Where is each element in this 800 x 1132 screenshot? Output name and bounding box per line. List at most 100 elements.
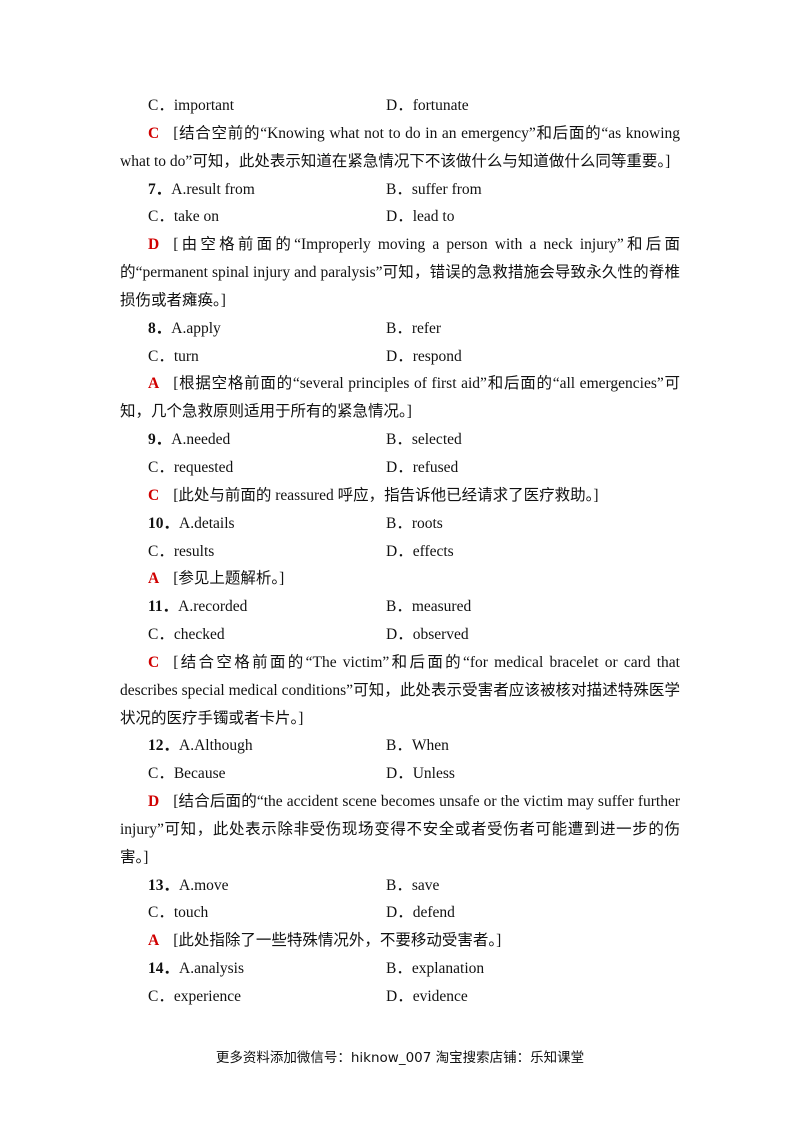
option-text: A.details (179, 514, 235, 532)
option-text: A.apply (171, 319, 221, 337)
question-number: 7． (148, 180, 172, 198)
option: B．selected (386, 431, 462, 449)
option: C．requested (148, 454, 233, 482)
answer-letter: D (148, 793, 160, 811)
option: C．Because (148, 760, 225, 788)
option-text: C．touch (148, 904, 209, 922)
option: 9．A.needed (148, 426, 230, 454)
explanation: A [根据空格前面的“several principles of first ai… (120, 370, 680, 426)
explanation: C [此处与前面的 reassured 呼应，指告诉他已经请求了医疗救助。] (120, 482, 680, 510)
answer-letter: C (148, 486, 160, 504)
option-text: A.result from (171, 180, 255, 198)
question-number: 11． (148, 598, 179, 616)
option-row: 7．A.result from B．suffer from (120, 176, 680, 204)
question-number: 10． (148, 514, 180, 532)
explanation: A [参见上题解析。] (120, 565, 680, 593)
option: 8．A.apply (148, 315, 221, 343)
answer-letter: D (148, 236, 160, 254)
option: B．suffer from (386, 180, 482, 198)
question-number: 12． (148, 737, 180, 755)
option-row: C．checked D．observed (120, 621, 680, 649)
explanation: C [结合空前的“Knowing what not to do in an eme… (120, 120, 680, 176)
option-row: 11．A.recorded B．measured (120, 593, 680, 621)
option: D．refused (386, 458, 459, 476)
option-row: 8．A.apply B．refer (120, 315, 680, 343)
explanation: C [结合空格前面的“The victim”和后面的“for medical br… (120, 649, 680, 733)
option: D．respond (386, 347, 462, 365)
option: 14．A.analysis (148, 955, 244, 983)
option: B．measured (386, 598, 472, 616)
option: D．lead to (386, 208, 455, 226)
option-text: A.analysis (179, 960, 245, 978)
footer: 更多资料添加微信号：hiknow_007 淘宝搜索店铺：乐知课堂 (215, 1050, 585, 1066)
option: B．roots (386, 514, 443, 532)
option: 11．A.recorded (148, 593, 247, 621)
option: B．explanation (386, 960, 485, 978)
option-row: 10．A.details B．roots (120, 510, 680, 538)
option-row: C．touch D．defend (120, 899, 680, 927)
explanation-text: [由空格前面的“Improperly moving a person with … (120, 236, 680, 309)
option: C．important (148, 92, 234, 120)
option: D．observed (386, 626, 469, 644)
option-row: 14．A.analysis B．explanation (120, 955, 680, 983)
question-number: 13． (148, 876, 180, 894)
explanation-text: [结合空格前面的“The victim”和后面的“for medical bra… (120, 653, 680, 727)
option-text: A.recorded (178, 598, 248, 616)
option: C．experience (148, 983, 241, 1011)
option-row: 12．A.Although B．When (120, 732, 680, 760)
option: B．refer (386, 319, 442, 337)
option-text: A.move (179, 876, 229, 894)
option-row: C．Because D．Unless (120, 760, 680, 788)
option-row: C．results D．effects (120, 538, 680, 566)
option-text: C．take on (148, 208, 220, 226)
option-text: C．checked (148, 626, 225, 644)
option-row: C．important D．fortunate (120, 92, 680, 120)
answer-letter: A (148, 932, 160, 950)
answer-letter: A (148, 570, 160, 588)
option: 7．A.result from (148, 176, 255, 204)
question-number: 9． (148, 431, 172, 449)
option: D．evidence (386, 988, 468, 1005)
explanation-text: [根据空格前面的“several principles of first aid… (120, 375, 680, 421)
option: D．fortunate (386, 97, 469, 114)
option-row: C．requested D．refused (120, 454, 680, 482)
option-text: C．requested (148, 458, 234, 476)
option-row: 13．A.move B．save (120, 872, 680, 900)
option: C．turn (148, 343, 199, 371)
option-text: A.needed (171, 431, 231, 449)
option: B．When (386, 737, 449, 755)
option-text: C．turn (148, 347, 199, 365)
option: D．effects (386, 542, 454, 560)
option-text: C．results (148, 542, 215, 560)
explanation: D [由空格前面的“Improperly moving a person with… (120, 231, 680, 315)
option: 12．A.Although (148, 732, 253, 760)
option-row: 9．A.needed B．selected (120, 426, 680, 454)
option-text: C．experience (148, 988, 241, 1005)
option: B．save (386, 876, 440, 894)
answer-letter: C (148, 653, 160, 671)
explanation: A [此处指除了一些特殊情况外，不要移动受害者。] (120, 927, 680, 955)
option-text: C．Because (148, 765, 226, 783)
option: D．Unless (386, 765, 455, 783)
content: C．important D．fortunate C [结合空前的“Knowing wh… (120, 92, 680, 1011)
option: D．defend (386, 904, 455, 922)
answer-letter: A (148, 375, 160, 393)
explanation: D [结合后面的“the accident scene becomes unsaf… (120, 788, 680, 872)
answer-letter: C (148, 124, 160, 142)
question-number: 14． (148, 960, 180, 978)
option-text: A.Although (179, 737, 253, 755)
explanation-text: [结合空前的“Knowing what not to do in an emer… (120, 124, 680, 170)
question-number: 8． (148, 319, 172, 337)
option: C．checked (148, 621, 225, 649)
explanation-text: [此处与前面的 reassured 呼应，指告诉他已经请求了医疗救助。] (173, 486, 599, 504)
explanation-text: [结合后面的“the accident scene becomes unsafe… (120, 793, 680, 866)
option: C．take on (148, 203, 219, 231)
option-text: C．important (148, 97, 235, 114)
explanation-text: [参见上题解析。] (173, 570, 285, 588)
explanation-text: [此处指除了一些特殊情况外，不要移动受害者。] (173, 932, 502, 950)
option: C．results (148, 538, 214, 566)
option: C．touch (148, 899, 208, 927)
option-row: C．experience D．evidence (120, 983, 680, 1011)
option-row: C．take on D．lead to (120, 203, 680, 231)
